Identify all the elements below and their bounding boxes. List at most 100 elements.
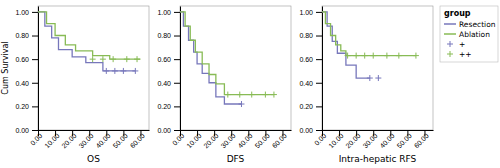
survival-curve — [38, 12, 135, 71]
legend-swatch — [444, 33, 456, 35]
survival-curve — [322, 12, 370, 78]
plot-area — [322, 12, 419, 81]
x-axis-title: Intra-hepatic RFS — [339, 154, 417, 164]
y-tick-mark — [32, 59, 38, 60]
y-tick-label: 1.00 — [157, 9, 171, 16]
x-axis: 0.0010.0020.0030.0040.0050.0060.00 — [29, 130, 150, 149]
censor-mark — [362, 53, 368, 59]
y-axis-line — [322, 7, 323, 131]
x-tick-label: 40.00 — [378, 132, 395, 149]
x-axis-title: OS — [87, 154, 100, 164]
y-tick-mark — [174, 130, 180, 131]
y-tick: 0.20 — [299, 103, 322, 110]
y-axis-line — [180, 7, 181, 131]
y-tick-label: 0.60 — [299, 56, 313, 63]
y-tick-label: 0.00 — [157, 127, 171, 134]
x-tick-label: 50.00 — [254, 132, 271, 149]
x-tick-label: 50.00 — [396, 132, 413, 149]
x-tick: 30.00 — [361, 130, 378, 149]
x-axis: 0.0010.0020.0030.0040.0050.0060.00 — [171, 130, 292, 149]
censor-mark — [345, 53, 351, 59]
censor-mark — [103, 68, 109, 74]
plot-frame — [38, 6, 149, 130]
y-tick: 0.80 — [157, 32, 180, 39]
legend-label: Resection — [459, 20, 496, 29]
x-tick-label: 0.00 — [29, 132, 44, 147]
censor-mark — [370, 53, 376, 59]
panel: 0.0010.0020.0030.0040.0050.0060.000.000.… — [157, 6, 291, 164]
y-tick-mark — [316, 83, 322, 84]
x-tick-label: 60.00 — [271, 132, 288, 149]
x-tick: 10.00 — [43, 130, 60, 149]
x-tick-label: 20.00 — [202, 132, 219, 149]
y-tick-mark — [316, 59, 322, 60]
x-tick-label: 30.00 — [361, 132, 378, 149]
y-tick: 1.00 — [299, 9, 322, 16]
y-tick-mark — [316, 106, 322, 107]
censor-mark — [134, 56, 140, 62]
y-tick-mark — [32, 83, 38, 84]
x-tick: 30.00 — [219, 130, 236, 149]
legend: groupResectionAblation+++ — [440, 6, 498, 62]
x-tick-label: 0.00 — [313, 132, 328, 147]
x-tick-label: 20.00 — [344, 132, 361, 149]
y-tick-label: 0.80 — [157, 32, 171, 39]
y-tick-label: 0.40 — [299, 80, 313, 87]
plot-frame — [322, 6, 433, 130]
y-tick-mark — [32, 130, 38, 131]
y-tick-label: 0.20 — [15, 103, 29, 110]
censor-mark — [132, 68, 138, 74]
y-tick: 0.40 — [299, 80, 322, 87]
censor-mark — [238, 101, 244, 107]
x-axis: 0.0010.0020.0030.0040.0050.0060.00 — [313, 130, 434, 149]
censor-mark — [367, 75, 373, 81]
x-tick-label: 10.00 — [43, 132, 60, 149]
y-tick-label: 0.00 — [299, 127, 313, 134]
y-tick-mark — [32, 36, 38, 37]
y-tick-label: 0.80 — [15, 32, 29, 39]
legend-swatch — [447, 41, 453, 47]
x-tick-label: 60.00 — [129, 132, 146, 149]
y-tick-mark — [32, 106, 38, 107]
y-tick: 0.40 — [15, 80, 38, 87]
y-tick: 0.80 — [15, 32, 38, 39]
y-tick: 0.20 — [15, 103, 38, 110]
y-tick-mark — [316, 12, 322, 13]
figure: 0.0010.0020.0030.0040.0050.0060.000.000.… — [0, 0, 500, 168]
x-tick: 60.00 — [129, 130, 146, 149]
y-tick-mark — [174, 12, 180, 13]
censor-mark — [262, 92, 268, 98]
censor-mark — [100, 56, 106, 62]
censor-mark — [271, 92, 277, 98]
y-tick-mark — [316, 36, 322, 37]
x-tick-label: 50.00 — [112, 132, 129, 149]
y-tick-label: 0.40 — [15, 80, 29, 87]
legend-label: Ablation — [459, 30, 490, 39]
y-tick: 0.00 — [299, 127, 322, 134]
y-axis-title: Cum Survival — [1, 41, 10, 94]
y-tick-label: 1.00 — [15, 9, 29, 16]
x-tick-label: 40.00 — [236, 132, 253, 149]
censor-mark — [237, 92, 243, 98]
panel: 0.0010.0020.0030.0040.0050.0060.000.000.… — [299, 6, 433, 164]
x-tick: 10.00 — [327, 130, 344, 149]
censor-mark — [353, 53, 359, 59]
x-tick: 0.00 — [29, 130, 44, 147]
y-tick-label: 0.60 — [157, 56, 171, 63]
censor-mark — [90, 56, 96, 62]
y-axis: 0.000.200.400.600.801.00 — [157, 7, 180, 134]
x-tick: 20.00 — [202, 130, 219, 149]
y-tick: 0.60 — [299, 56, 322, 63]
x-tick-label: 20.00 — [60, 132, 77, 149]
x-tick-label: 10.00 — [327, 132, 344, 149]
x-tick-label: 60.00 — [413, 132, 430, 149]
y-tick: 0.00 — [157, 127, 180, 134]
y-tick-mark — [174, 83, 180, 84]
x-tick: 60.00 — [413, 130, 430, 149]
legend-frame — [440, 6, 498, 62]
survival-curve — [322, 12, 416, 56]
x-tick-label: 40.00 — [94, 132, 111, 149]
legend-title: group — [444, 9, 471, 18]
x-tick-label: 0.00 — [171, 132, 186, 147]
x-axis-title: DFS — [227, 154, 245, 164]
